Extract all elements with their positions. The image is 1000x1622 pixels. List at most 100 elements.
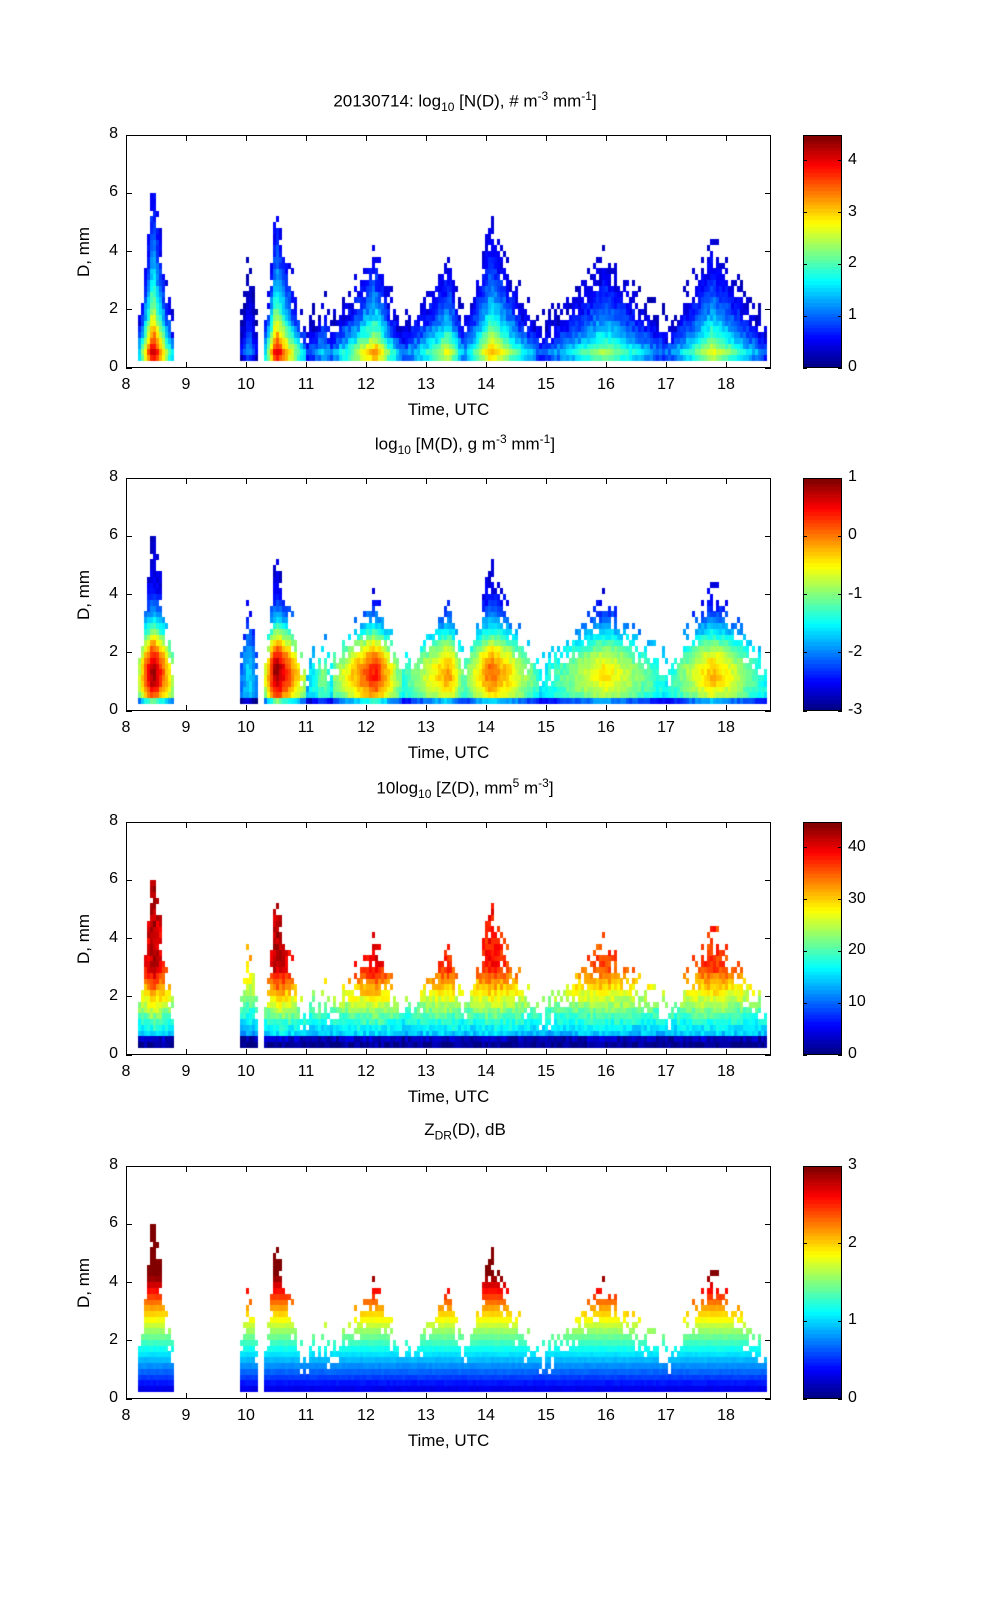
x-tick-label: 18	[717, 376, 735, 393]
x-tick-mark	[485, 362, 487, 368]
title-part: m	[519, 778, 539, 798]
x-tick-mark	[185, 1166, 187, 1172]
x-tick-label: 18	[717, 719, 735, 736]
y-axis-label: D, mm	[74, 226, 93, 277]
colorbar-tick-mark	[838, 1398, 842, 1400]
x-tick-mark	[485, 705, 487, 711]
x-tick-label: 10	[237, 1407, 255, 1424]
x-tick-label: 8	[121, 719, 131, 736]
colorbar-tick-label: -2	[848, 642, 863, 660]
title-part: 5	[512, 776, 520, 790]
heatmap-cells	[127, 1167, 770, 1398]
x-tick-label: 15	[537, 1407, 555, 1424]
x-tick-mark	[725, 1166, 727, 1172]
y-tick-mark	[126, 367, 132, 369]
y-tick-mark	[765, 1054, 771, 1056]
y-tick-label: 0	[109, 358, 118, 375]
x-tick-mark	[425, 478, 427, 484]
y-tick-mark	[126, 1165, 132, 1167]
y-tick-label: 4	[109, 241, 118, 259]
x-axis-label: Time, UTC	[407, 1431, 490, 1450]
colorbar-tick-mark	[803, 1398, 807, 1400]
y-tick-mark	[126, 309, 132, 311]
x-tick-mark	[545, 1393, 547, 1399]
y-tick-mark	[126, 938, 132, 939]
x-tick-label: 12	[357, 376, 375, 393]
colorbar-tick-mark	[803, 1002, 807, 1004]
y-tick-mark	[126, 1223, 132, 1225]
x-tick-mark	[365, 135, 367, 141]
x-tick-mark	[185, 362, 187, 368]
title-part: -3	[495, 432, 507, 446]
x-tick-mark	[125, 822, 127, 828]
y-tick-label: 6	[109, 526, 118, 544]
x-tick-mark	[725, 1049, 727, 1055]
y-tick-mark	[126, 821, 132, 823]
title-part: -3	[538, 776, 549, 790]
y-tick-mark	[126, 535, 132, 537]
colorbar-tick-mark	[838, 315, 842, 317]
x-tick-label: 13	[417, 719, 435, 736]
title-part: log	[374, 434, 398, 454]
x-tick-mark	[725, 135, 727, 141]
x-tick-mark	[305, 705, 307, 711]
y-axis-label: D, mm	[74, 1257, 93, 1308]
y-tick-mark	[765, 309, 771, 311]
x-tick-mark	[485, 1166, 487, 1172]
y-tick-label: 2	[109, 642, 118, 660]
x-tick-mark	[545, 705, 547, 711]
x-tick-label: 16	[597, 1063, 615, 1080]
y-tick-label: 2	[109, 986, 118, 1004]
y-tick-mark	[765, 1223, 771, 1225]
y-tick-mark	[126, 1340, 132, 1342]
x-tick-label: 10	[237, 1063, 255, 1080]
y-tick-mark	[126, 477, 132, 479]
x-tick-mark	[485, 478, 487, 484]
y-tick-label: 4	[109, 928, 118, 946]
y-tick-mark	[765, 1340, 771, 1342]
x-tick-mark	[245, 1166, 247, 1172]
y-tick-mark	[126, 192, 132, 194]
x-tick-mark	[245, 705, 247, 711]
x-tick-mark	[605, 135, 607, 141]
x-tick-mark	[125, 1166, 127, 1172]
x-tick-mark	[245, 1049, 247, 1055]
x-tick-label: 14	[477, 376, 495, 393]
y-tick-label: 8	[109, 1156, 118, 1173]
colorbar-tick-mark	[803, 315, 807, 317]
x-tick-label: 17	[657, 376, 675, 393]
y-tick-mark	[765, 938, 771, 939]
x-tick-label: 14	[477, 1407, 495, 1424]
x-tick-label: 15	[537, 376, 555, 393]
title-part: Z	[424, 1120, 435, 1139]
x-tick-mark	[185, 478, 187, 484]
colorbar-tick-label: 0	[848, 1045, 857, 1062]
y-tick-mark	[765, 535, 771, 537]
colorbar-tick-label: 0	[848, 358, 857, 375]
x-tick-mark	[125, 1049, 127, 1055]
x-tick-mark	[185, 705, 187, 711]
x-tick-mark	[185, 1049, 187, 1055]
x-tick-label: 16	[597, 1407, 615, 1424]
title-part: DR	[434, 1128, 452, 1143]
colorbar-tick-label: 0	[848, 526, 857, 544]
y-tick-mark	[765, 710, 771, 712]
x-tick-mark	[605, 1393, 607, 1399]
x-tick-mark	[485, 135, 487, 141]
colorbar-tick-label: 1	[848, 1311, 857, 1329]
x-tick-label: 12	[357, 1063, 375, 1080]
title-part: 10log	[376, 778, 419, 798]
x-tick-mark	[245, 135, 247, 141]
colorbar-tick-label: 3	[848, 202, 857, 220]
x-tick-label: 15	[537, 1063, 555, 1080]
x-tick-label: 17	[657, 1407, 675, 1424]
colorbar-tick-mark	[803, 710, 807, 712]
colorbar-tick-mark	[838, 1002, 842, 1004]
y-axis-label: D, mm	[74, 569, 93, 620]
colorbar-tick-mark	[838, 710, 842, 712]
x-tick-mark	[425, 822, 427, 828]
x-tick-mark	[665, 135, 667, 141]
title-part: [Z(D), mm	[431, 778, 513, 798]
x-tick-label: 17	[657, 1063, 675, 1080]
x-tick-label: 13	[417, 376, 435, 393]
